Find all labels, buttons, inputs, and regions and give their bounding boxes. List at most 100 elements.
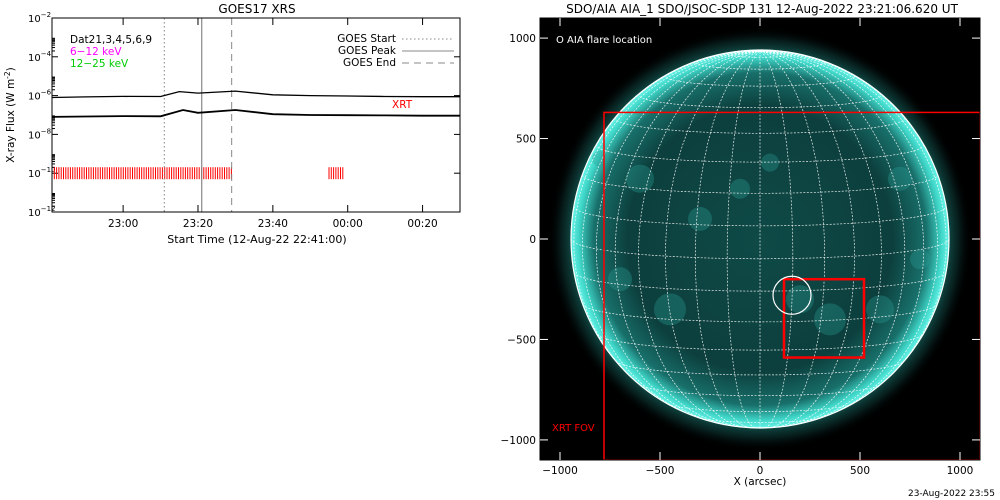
longitude-line <box>695 50 761 428</box>
bright-region <box>626 164 654 193</box>
footer-timestamp: 23-Aug-2022 23:55 <box>908 489 995 499</box>
goes-long-channel-line <box>51 90 460 99</box>
bright-region <box>888 166 912 191</box>
aia-image <box>548 27 980 460</box>
goes-y-tick-exp: −10 <box>41 166 56 174</box>
longitude-line <box>759 50 825 428</box>
goes-x-ticks: 23:00 23:20 23:40 00:00 00:20 <box>108 18 438 230</box>
goes-y-tick-base: 10 <box>28 53 41 64</box>
goes-y-tick-label: 10−6 <box>28 89 52 103</box>
goes-channel-labels: Dat21,3,4,5,6,9 6−12 keV 12−25 keV <box>70 34 152 70</box>
aia-legend: O AIA flare location <box>556 35 652 46</box>
flare-location-circle <box>772 275 812 315</box>
goes-y-tick-base: 10 <box>28 169 41 180</box>
longitude-line <box>614 50 761 426</box>
goes-event-lines <box>163 18 233 212</box>
goes-y-tick-base: 10 <box>28 92 41 103</box>
longitude-line <box>759 50 855 428</box>
goes-y-tick-label: 10−10 <box>28 166 56 180</box>
aia-y-tick-label: −500 <box>507 334 536 346</box>
channel-low-label: 6−12 keV <box>70 46 122 58</box>
bright-region <box>761 153 779 172</box>
goes-x-tick-label: 00:20 <box>407 218 437 230</box>
goes-y-tick-base: 10 <box>28 14 41 25</box>
goes-x-tick-label: 23:40 <box>258 218 288 230</box>
goes-y-tick-base: 10 <box>28 130 41 141</box>
goes-short-channel-line <box>51 109 460 118</box>
channel-high-label: 12−25 keV <box>70 58 129 70</box>
goes-y-tick-exp: −6 <box>41 89 52 97</box>
aia-panel: SDO/AIA AIA_1 SDO/JSOC-SDP 131 12-Aug-20… <box>500 2 995 499</box>
goes-y-axis-label-main: X-ray Flux (W m <box>5 79 17 163</box>
longitude-line <box>759 50 882 428</box>
bright-region <box>730 178 750 199</box>
goes-y-axis-label-close: ) <box>5 67 17 71</box>
aia-x-axis-label: X (arcsec) <box>734 476 787 488</box>
goes-y-tick-base: 10 <box>28 208 41 219</box>
latitude-line <box>665 74 855 87</box>
aia-y-tick-label: −1000 <box>500 435 536 447</box>
aia-x-tick-label: −500 <box>646 465 675 477</box>
goes-panel: GOES17 XRS X-ray Flux (W m-2) 10−1210−10… <box>3 2 461 246</box>
bright-region <box>688 206 712 231</box>
goes-y-tick-label: 10−12 <box>28 205 56 219</box>
goes-plot-frame <box>51 17 461 213</box>
longitude-line <box>759 50 906 426</box>
latitude-line <box>570 238 950 260</box>
aia-y-ticks: 1000 500 0 −500 −1000 <box>500 33 980 447</box>
longitude-line <box>582 50 761 421</box>
goes-y-tick-exp: −12 <box>41 205 56 213</box>
legend-start-label: GOES Start <box>337 33 396 45</box>
bright-region <box>814 303 846 336</box>
latitude-line <box>596 334 924 351</box>
aia-x-ticks: −1000 −500 0 500 1000 <box>542 18 973 477</box>
xrt-coverage <box>51 167 344 180</box>
goes-y-tick-exp: −8 <box>41 127 51 135</box>
aia-x-tick-label: −1000 <box>542 465 578 477</box>
longitude-line <box>759 50 854 75</box>
aia-x-tick-label: 1000 <box>947 465 974 477</box>
goes-y-tick-label: 10−2 <box>28 11 51 25</box>
solar-limb <box>570 49 950 429</box>
goes-y-tick-exp: −4 <box>41 50 52 58</box>
xrt-fov-small <box>782 277 866 359</box>
latitude-line <box>582 174 938 194</box>
longitude-line <box>595 50 761 426</box>
goes-x-tick-label: 23:00 <box>108 218 138 230</box>
legend-peak-label: GOES Peak <box>338 45 397 57</box>
goes-y-axis-label: X-ray Flux (W m-2) <box>3 67 17 163</box>
aia-y-tick-label: 500 <box>516 134 536 146</box>
heliographic-grid <box>570 49 950 429</box>
channel-dat-label: Dat21,3,4,5,6,9 <box>70 34 152 46</box>
bright-region <box>608 267 632 292</box>
legend-end-label: GOES End <box>343 57 396 69</box>
goes-legend: GOES Start GOES Peak GOES End <box>337 33 454 69</box>
goes-series <box>51 90 460 118</box>
longitude-line <box>638 50 761 428</box>
aia-legend-label: O AIA flare location <box>556 35 652 46</box>
latitude-line <box>595 144 925 163</box>
latitude-line <box>638 93 882 109</box>
goes-x-tick-label: 23:20 <box>183 218 213 230</box>
longitude-line <box>573 50 761 399</box>
longitude-line <box>665 50 761 428</box>
longitude-line <box>759 50 947 399</box>
bright-region <box>910 249 930 270</box>
latitude-line <box>667 403 853 413</box>
goes-y-axis-label-exp: -2 <box>3 71 12 79</box>
goes-title: GOES17 XRS <box>218 2 295 16</box>
bright-region <box>866 295 894 324</box>
goes-x-tick-label: 00:00 <box>333 218 363 230</box>
bright-region <box>654 293 686 326</box>
goes-y-tick-label: 10−4 <box>28 50 52 64</box>
aia-y-tick-label: 1000 <box>509 33 536 45</box>
aia-title: SDO/AIA AIA_1 SDO/JSOC-SDP 131 12-Aug-20… <box>566 2 958 16</box>
aia-x-tick-label: 0 <box>757 465 764 477</box>
goes-y-tick-exp: −2 <box>41 11 51 19</box>
xrt-label: XRT <box>392 99 413 111</box>
longitude-line <box>759 50 794 429</box>
goes-y-tick-label: 10−8 <box>28 127 51 141</box>
xrt-fov-label: XRT FOV <box>552 423 595 434</box>
